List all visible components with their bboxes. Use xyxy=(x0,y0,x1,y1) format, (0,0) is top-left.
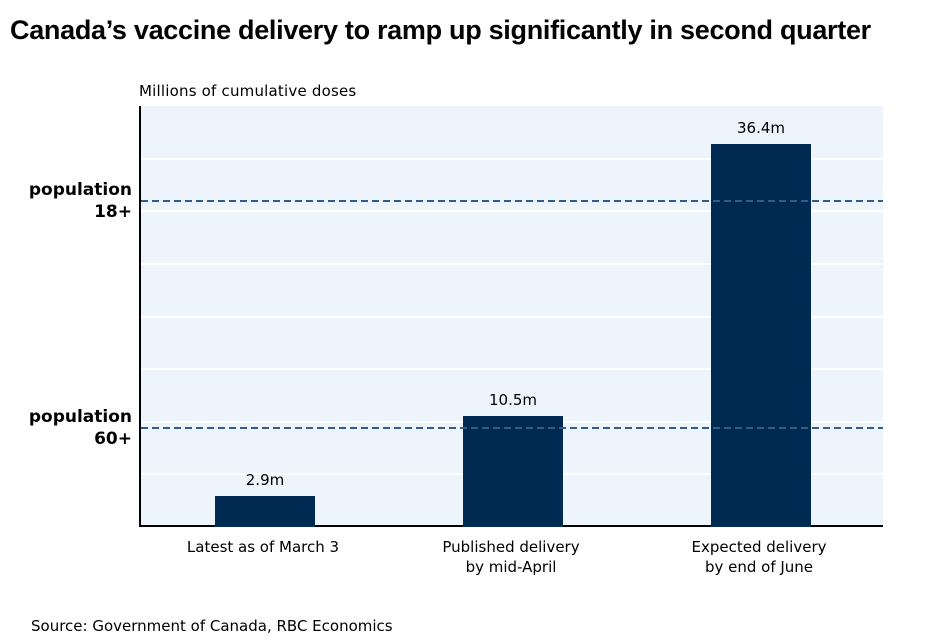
bar-published-delivery-mid-april xyxy=(463,416,563,527)
category-label: Latest as of March 3 xyxy=(186,538,340,556)
ref-line-label-population-60plus: population 60+ xyxy=(28,407,132,450)
gridline xyxy=(141,315,883,318)
ref-line-label-population-18plus: population 18+ xyxy=(28,179,132,222)
category-label: Expected delivery by end of June xyxy=(691,538,827,576)
plot-area: 2.9m 10.5m 36.4m xyxy=(139,106,883,527)
gridline xyxy=(141,210,883,213)
category-label: Published delivery by mid-April xyxy=(442,538,580,576)
ref-line-population-60plus xyxy=(141,427,883,430)
bar-value-label: 10.5m xyxy=(488,391,537,410)
y-axis-units-label: Millions of cumulative doses xyxy=(139,82,357,100)
chart-title: Canada’s vaccine delivery to ramp up sig… xyxy=(10,15,871,45)
gridline xyxy=(141,368,883,371)
bar-value-label: 2.9m xyxy=(245,471,285,490)
ref-line-population-18plus xyxy=(141,199,883,202)
bar-value-label: 36.4m xyxy=(736,118,785,137)
bar-latest-as-of-march-3 xyxy=(215,496,315,527)
gridline xyxy=(141,157,883,160)
gridline xyxy=(141,262,883,265)
bar-expected-delivery-end-june xyxy=(711,143,811,527)
source-note: Source: Government of Canada, RBC Econom… xyxy=(31,617,393,635)
